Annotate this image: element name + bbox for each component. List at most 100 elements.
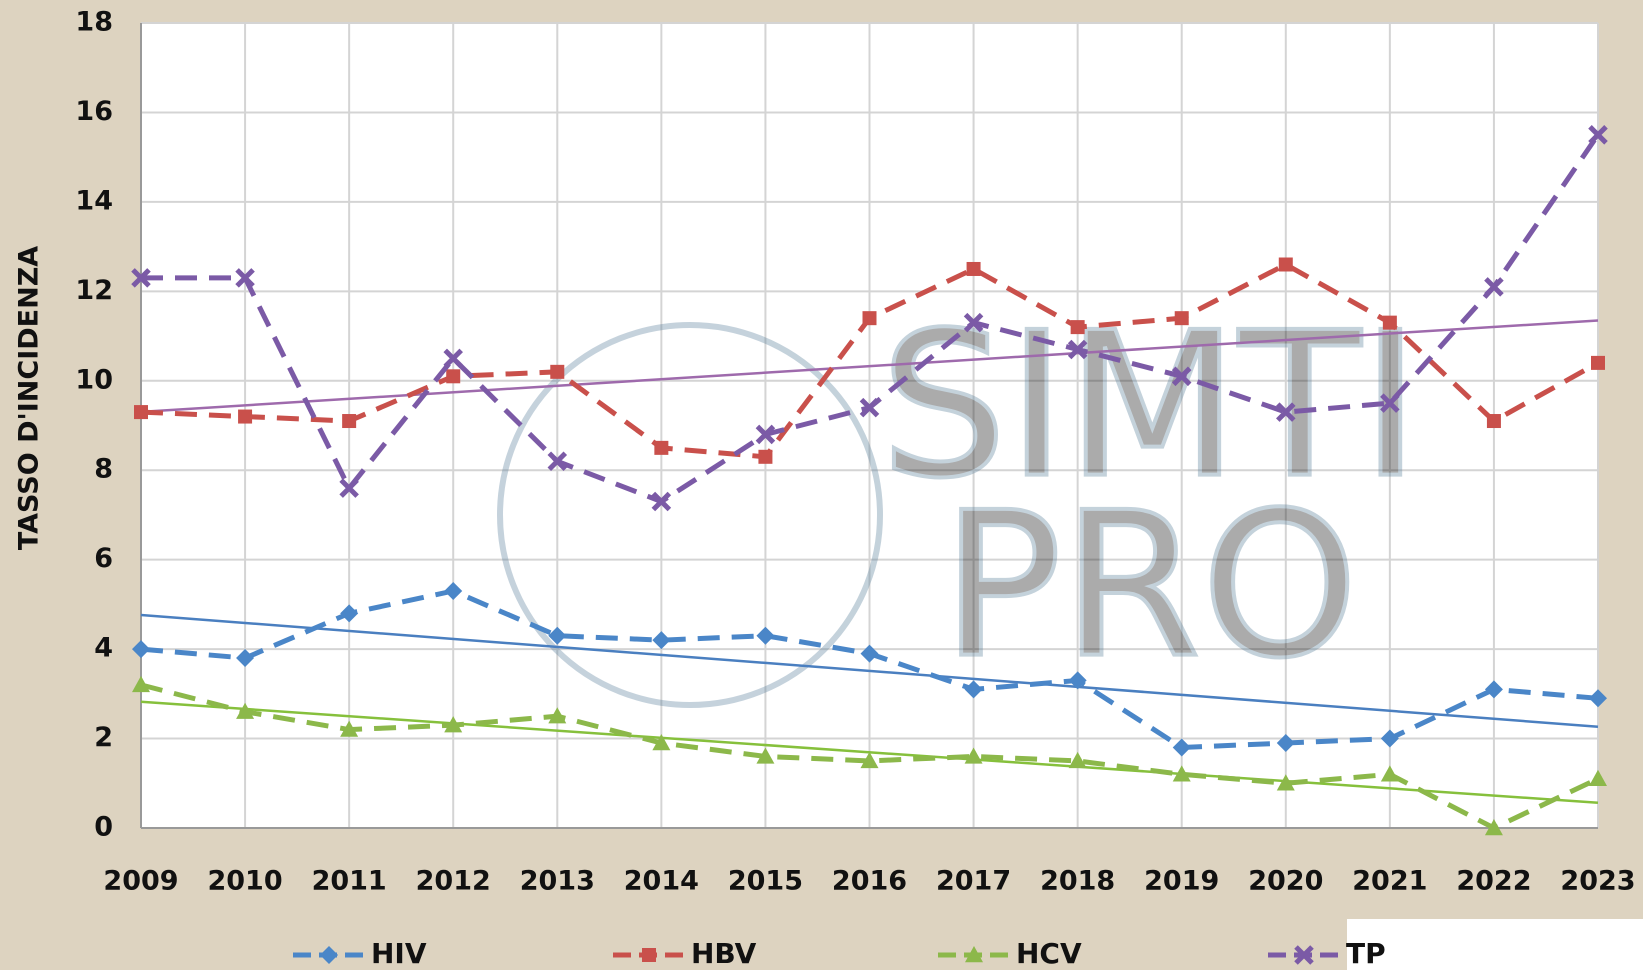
- marker: [1484, 277, 1504, 297]
- y-tick-label: 16: [75, 96, 113, 127]
- x-tick-label: 2012: [416, 866, 491, 897]
- marker: [339, 478, 359, 498]
- marker: [1171, 366, 1192, 387]
- marker: [964, 680, 983, 699]
- x-tick-label: 2017: [936, 866, 1011, 897]
- watermark-text: PRO: [942, 470, 1359, 703]
- marker: [755, 424, 776, 445]
- marker: [1591, 355, 1605, 370]
- y-tick-label: 4: [94, 633, 113, 664]
- marker: [1276, 402, 1296, 422]
- legend-label: HCV: [1016, 937, 1082, 970]
- marker: [547, 451, 568, 472]
- marker: [320, 946, 338, 964]
- x-tick-label: 2018: [1040, 866, 1115, 897]
- x-tick-label: 2015: [728, 866, 803, 897]
- y-tick-label: 8: [94, 454, 113, 485]
- marker: [340, 720, 359, 737]
- marker: [1380, 765, 1399, 782]
- legend-label: TP: [1346, 937, 1386, 970]
- marker: [965, 946, 983, 963]
- marker: [132, 675, 150, 693]
- y-tick-label: 10: [75, 364, 113, 395]
- marker: [238, 409, 253, 424]
- marker: [444, 716, 463, 733]
- x-tick-label: 2020: [1248, 866, 1323, 897]
- trend-line: [140, 319, 1599, 414]
- marker: [342, 414, 357, 429]
- marker: [1067, 339, 1088, 360]
- marker: [236, 649, 255, 668]
- grid: [140, 22, 1599, 829]
- marker: [1276, 774, 1295, 791]
- marker: [236, 702, 255, 719]
- marker: [652, 631, 671, 650]
- marker: [340, 604, 359, 623]
- marker: [132, 640, 150, 659]
- marker: [1484, 680, 1503, 699]
- legend-item: HIV: [293, 937, 427, 970]
- marker: [756, 626, 775, 645]
- marker: [1068, 671, 1087, 690]
- y-tick-label: 0: [94, 812, 113, 843]
- x-tick-label: 2013: [520, 866, 595, 897]
- y-tick-label: 18: [75, 7, 113, 38]
- x-tick-label: 2022: [1456, 866, 1531, 897]
- marker: [1172, 765, 1191, 782]
- x-tick-label: 2016: [832, 866, 907, 897]
- marker: [652, 734, 671, 751]
- marker: [642, 948, 656, 962]
- marker: [1382, 315, 1397, 330]
- marker: [964, 747, 983, 764]
- y-axis-label: TASSO D'INCIDENZA: [14, 246, 45, 550]
- y-tick-label: 12: [75, 275, 113, 306]
- marker: [654, 440, 669, 455]
- marker: [1172, 738, 1191, 757]
- marker: [1486, 414, 1501, 429]
- marker: [1068, 751, 1087, 769]
- marker: [1589, 769, 1607, 787]
- marker: [548, 626, 567, 645]
- x-tick-label: 2023: [1560, 866, 1635, 897]
- legend-item: HBV: [613, 937, 757, 970]
- marker: [550, 364, 565, 379]
- marker: [1174, 311, 1189, 326]
- marker: [1588, 125, 1608, 145]
- marker: [862, 311, 877, 326]
- marker: [131, 268, 151, 288]
- marker: [548, 707, 567, 724]
- trend-line: [140, 613, 1599, 729]
- marker: [134, 405, 148, 420]
- x-tick-label: 2010: [207, 866, 282, 897]
- marker: [1380, 393, 1400, 413]
- marker: [235, 268, 255, 288]
- x-tick-label: 2009: [103, 866, 178, 897]
- series-line: [140, 682, 1600, 831]
- y-tick-label: 6: [94, 543, 113, 574]
- marker: [444, 581, 463, 600]
- x-tick-label: 2021: [1352, 866, 1427, 897]
- marker: [756, 747, 775, 764]
- marker: [860, 751, 879, 769]
- marker: [1380, 729, 1399, 748]
- marker: [1070, 320, 1085, 335]
- marker: [446, 369, 461, 384]
- watermark: SIMTI PRO: [497, 288, 1422, 708]
- overlay-box: [1347, 919, 1643, 970]
- marker: [1589, 689, 1607, 708]
- marker: [758, 449, 773, 464]
- marker: [443, 348, 463, 369]
- marker: [963, 312, 984, 333]
- x-tick-label: 2011: [312, 866, 387, 897]
- marker: [859, 397, 880, 418]
- marker: [1294, 945, 1314, 965]
- y-tick-label: 2: [94, 722, 113, 753]
- x-tick-label: 2019: [1144, 866, 1219, 897]
- legend-item: HCV: [938, 937, 1082, 970]
- marker: [1276, 734, 1295, 753]
- y-tick-label: 14: [75, 185, 113, 216]
- marker: [966, 261, 981, 276]
- legend-label: HBV: [691, 937, 757, 970]
